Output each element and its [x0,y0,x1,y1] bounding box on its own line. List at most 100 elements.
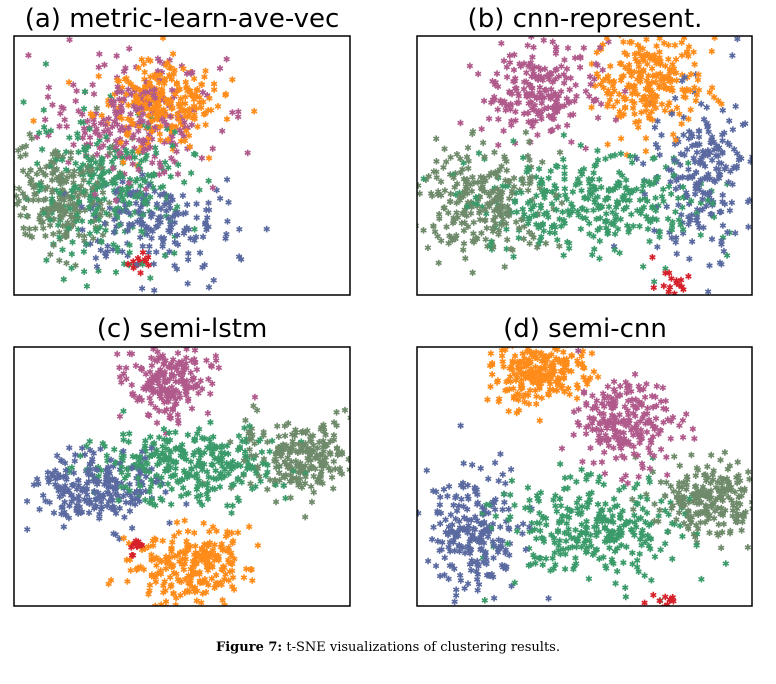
scatter-point [538,99,546,107]
scatter-point [75,482,83,489]
scatter-point [260,428,267,436]
scatter-point [628,396,636,403]
panel-c-title: (c) semi-lstm [96,314,268,344]
scatter-point [212,352,220,360]
scatter-point [538,394,546,402]
scatter-point [769,136,775,143]
scatter-point [465,495,472,503]
scatter-point [733,479,741,487]
scatter-point [626,84,633,91]
scatter-point [447,154,454,161]
scatter-point [193,587,201,595]
scatter-point [125,86,132,93]
scatter-point [14,200,21,208]
scatter-point [482,177,489,185]
scatter-point [171,553,178,560]
scatter-point [564,44,572,52]
scatter-point [513,527,521,535]
scatter-point [494,173,501,181]
scatter-point [662,62,669,70]
scatter-point [467,567,475,574]
scatter-point [702,471,709,478]
scatter-point [110,102,117,110]
scatter-point [495,115,502,123]
scatter-point [456,155,464,162]
scatter-point [576,53,584,61]
scatter-point [652,194,659,202]
scatter-point [585,422,592,430]
scatter-point [604,227,612,234]
scatter-point [668,110,676,118]
scatter-point [609,512,616,520]
scatter-point [641,572,648,579]
scatter-point [617,445,625,452]
scatter-point [529,203,536,211]
scatter-point [206,94,213,102]
scatter-point [699,148,707,155]
scatter-point [193,493,201,501]
scatter-point [610,386,618,393]
scatter-point [165,466,173,474]
scatter-point [170,331,176,338]
scatter-point [559,513,566,520]
scatter-point [351,462,357,469]
scatter-point [727,168,734,175]
scatter-point [697,519,704,526]
scatter-point [515,396,522,404]
scatter-point [1,176,7,183]
scatter-point [192,233,200,241]
scatter-point [135,136,143,144]
scatter-point [460,227,468,234]
scatter-point [146,488,153,496]
scatter-point [685,498,693,506]
scatter-point [759,471,765,478]
scatter-point [235,432,243,440]
scatter-point [474,179,482,186]
scatter-point [206,608,212,615]
scatter-point [40,123,48,131]
scatter-point [480,539,488,547]
scatter-point [612,580,619,587]
scatter-point [163,121,170,129]
scatter-point [153,449,160,456]
scatter-point [664,215,672,223]
scatter-point [225,462,233,469]
scatter-point [250,107,258,115]
scatter-point [186,383,193,390]
scatter-point [184,256,192,263]
scatter-point [81,451,89,458]
scatter-point [126,249,133,256]
scatter-point [83,491,91,499]
scatter-point [464,165,472,172]
scatter-point [560,252,567,259]
scatter-point [602,210,610,217]
scatter-point [664,102,672,109]
scatter-point [481,188,489,195]
scatter-point [729,507,737,514]
scatter-point [661,540,669,547]
scatter-point [529,118,537,125]
scatter-point [112,180,119,187]
scatter-point [168,86,176,94]
scatter-point [133,261,140,269]
scatter-point [555,542,562,550]
scatter-point [195,425,203,433]
scatter-point [556,537,563,544]
scatter-point [659,73,666,81]
scatter-point [543,188,551,195]
scatter-point [644,532,652,539]
scatter-point [733,515,741,523]
panel-c-plot [13,331,357,615]
scatter-point [452,530,460,537]
scatter-point [734,36,741,43]
scatter-point [481,597,489,604]
scatter-point [610,103,617,110]
scatter-point [505,524,512,531]
scatter-point [533,393,540,400]
scatter-point [24,171,31,179]
scatter-point [659,186,667,193]
scatter-point [27,166,34,174]
scatter-point [178,362,186,369]
scatter-point [20,204,28,212]
scatter-point [318,461,325,469]
